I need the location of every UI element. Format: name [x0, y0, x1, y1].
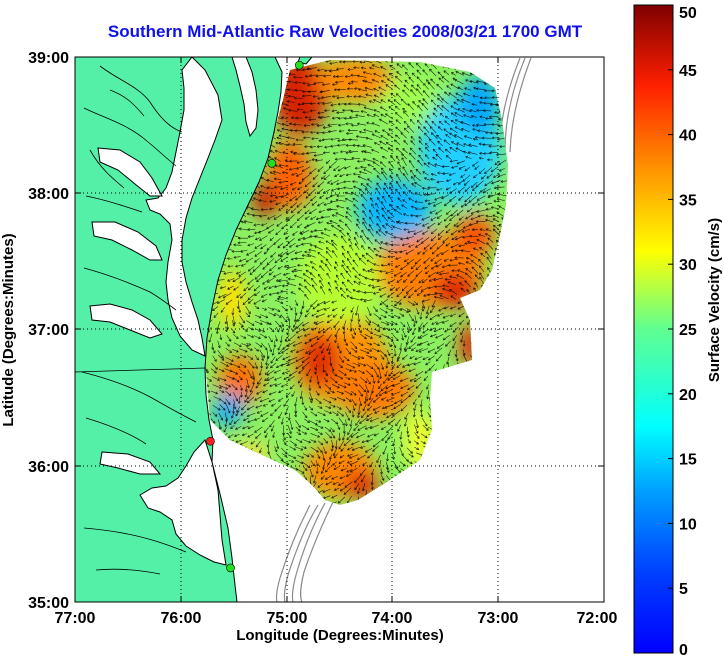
colorbar-tick-label: 10 — [679, 516, 697, 533]
lon-tick-label: 76:00 — [161, 610, 202, 627]
station-marker-red — [206, 436, 215, 446]
lon-tick-label: 73:00 — [478, 610, 519, 627]
rivers — [81, 65, 197, 575]
colorbar-tick-label: 30 — [679, 257, 697, 274]
velocity-field — [205, 60, 508, 505]
colorbar-tick-label: 45 — [679, 63, 697, 80]
tick-marks — [74, 57, 605, 602]
colorbar — [633, 4, 674, 654]
lon-tick-label: 74:00 — [372, 610, 413, 627]
lat-tick-label: 36:00 — [28, 459, 69, 476]
stations — [206, 60, 304, 573]
lon-tick-label: 72:00 — [577, 610, 618, 627]
colorbar-tick-label: 50 — [679, 5, 697, 22]
station-marker-green — [267, 158, 277, 168]
colorbar-tick-label: 25 — [679, 322, 697, 339]
lon-tick-label: 77:00 — [55, 610, 96, 627]
station-marker-green — [226, 563, 235, 573]
map-title: Southern Mid-Atlantic Raw Velocities 200… — [107, 22, 583, 41]
colorbar-tick-label: 0 — [679, 642, 688, 659]
lat-tick-label: 37:00 — [28, 322, 69, 339]
colorbar-label: Surface Velocity (cm/s) — [706, 218, 723, 382]
colorbar-tick-label: 5 — [679, 581, 688, 598]
bays — [89, 57, 259, 566]
colorbar-tick-label: 20 — [679, 387, 697, 404]
colorbar-tick-label: 35 — [679, 192, 697, 209]
colorbar-ticks: 0 5 10 15 20 25 30 35 40 45 50 — [668, 4, 697, 659]
bathymetry-contours — [275, 57, 532, 602]
x-axis-label: Longitude (Degrees:Minutes) — [236, 627, 444, 644]
graticule — [75, 57, 604, 602]
lat-tick-labels: 39:00 38:00 37:00 36:00 35:00 — [28, 50, 69, 612]
lon-tick-labels: 77:00 76:00 75:00 74:00 73:00 72:00 — [55, 610, 618, 627]
station-marker-green — [294, 60, 304, 70]
lat-tick-label: 39:00 — [28, 50, 69, 67]
lat-tick-label: 38:00 — [28, 186, 69, 203]
state-border — [75, 367, 206, 373]
lat-tick-label: 35:00 — [28, 595, 69, 612]
y-axis-label: Latitude (Degrees:Minutes) — [0, 233, 17, 426]
lon-tick-label: 75:00 — [267, 610, 308, 627]
colorbar-tick-label: 15 — [679, 452, 697, 469]
colorbar-tick-label: 40 — [679, 128, 697, 145]
